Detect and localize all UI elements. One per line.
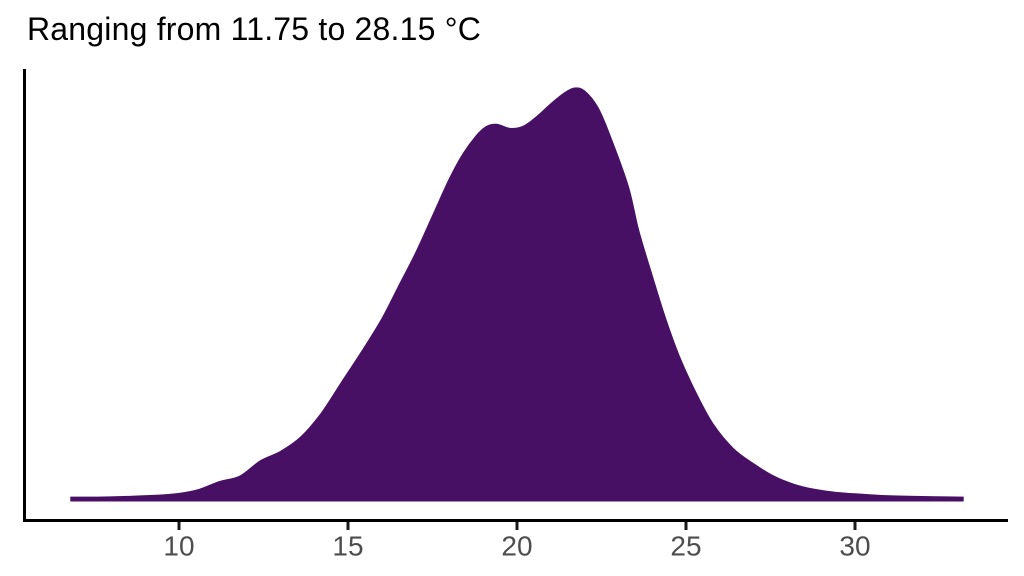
x-tick-label: 25 [670, 531, 701, 562]
x-tick-label: 30 [839, 531, 870, 562]
chart-title: Ranging from 11.75 to 28.15 °C [27, 11, 482, 47]
x-tick-label: 20 [501, 531, 532, 562]
x-tick-label: 10 [163, 531, 194, 562]
density-area [70, 87, 964, 502]
x-tick-label: 15 [332, 531, 363, 562]
